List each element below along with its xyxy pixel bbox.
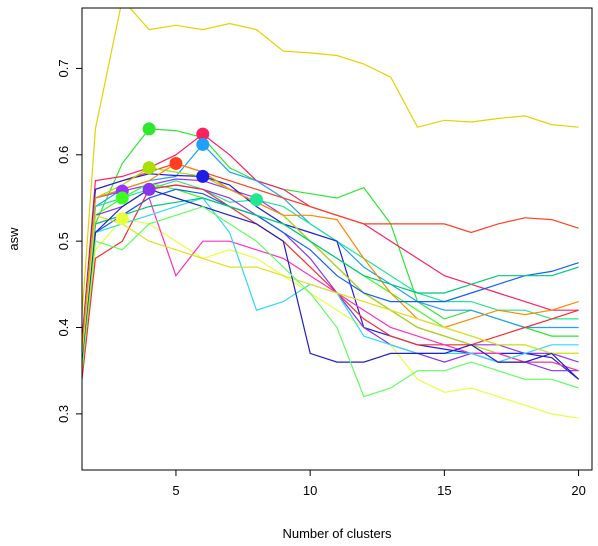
peak-marker-8 bbox=[196, 169, 210, 183]
x-tick-label: 5 bbox=[172, 483, 179, 498]
x-tick-label: 15 bbox=[437, 483, 451, 498]
series-line-19 bbox=[82, 214, 579, 365]
series-line-21 bbox=[82, 205, 579, 398]
y-tick-label: 0.7 bbox=[56, 59, 71, 77]
peak-marker-9 bbox=[142, 161, 156, 175]
series-line-17 bbox=[82, 188, 579, 373]
series-line-1 bbox=[82, 8, 579, 323]
plot-frame bbox=[81, 7, 593, 471]
x-tick-label: 10 bbox=[303, 483, 317, 498]
y-axis: 0.3 0.4 0.5 0.6 0.7 bbox=[56, 59, 82, 423]
peak-marker-5 bbox=[169, 156, 183, 170]
peak-marker-2 bbox=[142, 122, 156, 136]
peak-marker-3 bbox=[196, 127, 210, 141]
peak-markers bbox=[115, 122, 263, 226]
y-tick-label: 0.3 bbox=[56, 405, 71, 423]
series-line-18 bbox=[82, 197, 579, 369]
peak-marker-6 bbox=[249, 193, 263, 207]
series-line-11 bbox=[82, 218, 579, 419]
peak-marker-11 bbox=[115, 212, 129, 226]
series-line-13 bbox=[82, 162, 579, 356]
y-tick-label: 0.4 bbox=[56, 318, 71, 336]
x-axis: 5 10 15 20 bbox=[172, 470, 586, 498]
peak-marker-12 bbox=[142, 182, 156, 196]
series-line-15 bbox=[82, 197, 579, 372]
peak-marker-4 bbox=[196, 137, 210, 151]
y-tick-label: 0.6 bbox=[56, 146, 71, 164]
x-tick-label: 20 bbox=[571, 483, 585, 498]
y-tick-label: 0.5 bbox=[56, 232, 71, 250]
y-axis-title: asw bbox=[6, 227, 21, 251]
x-axis-title: Number of clusters bbox=[282, 526, 392, 541]
peak-marker-10 bbox=[115, 191, 129, 205]
